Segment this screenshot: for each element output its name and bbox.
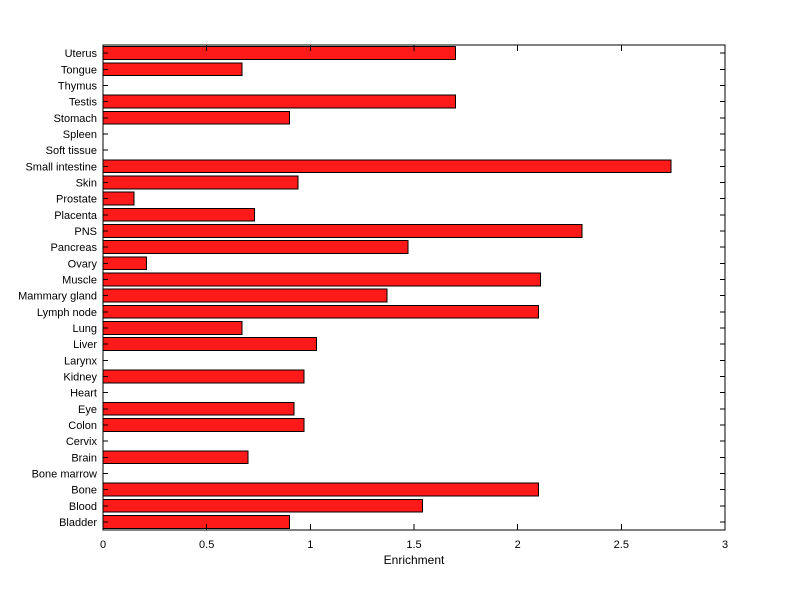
x-tick-label: 0 [100, 539, 106, 551]
y-tick-label: Bone [71, 485, 97, 497]
x-axis-title: Enrichment [384, 553, 445, 567]
bar [102, 110, 291, 125]
bar [102, 401, 295, 416]
x-tick-label: 2 [515, 539, 521, 551]
y-tick-label: Bladder [59, 517, 97, 529]
y-tick-label: Colon [68, 420, 97, 432]
bar [102, 417, 305, 432]
y-tick-label: Pancreas [51, 242, 98, 254]
bar [102, 62, 243, 77]
bar [102, 369, 305, 384]
bar [102, 304, 539, 319]
bar [102, 514, 291, 529]
bar [102, 175, 299, 190]
x-tick-label: 3 [722, 539, 728, 551]
y-tick-label: Eye [78, 404, 97, 416]
y-tick-label: Cervix [66, 436, 98, 448]
y-tick-label: Lymph node [37, 307, 97, 319]
y-tick-label: Small intestine [25, 161, 97, 173]
bar [102, 159, 672, 174]
y-tick-label: Liver [73, 339, 97, 351]
y-tick-label: Larynx [64, 355, 98, 367]
bar [102, 450, 249, 465]
bar [102, 498, 423, 513]
y-tick-label: Lung [73, 323, 97, 335]
y-tick-label: Kidney [63, 371, 97, 383]
y-tick-label: Muscle [62, 274, 97, 286]
bar [102, 482, 539, 497]
y-tick-label: Thymus [58, 80, 98, 92]
x-tick-label: 2.5 [614, 539, 629, 551]
bar [102, 320, 243, 335]
bar [102, 223, 583, 238]
y-tick-label: Uterus [65, 48, 98, 60]
bar [102, 288, 388, 303]
bar [102, 256, 148, 271]
bar [102, 207, 255, 222]
bar [102, 94, 456, 109]
bar [102, 240, 409, 255]
y-tick-label: Placenta [54, 210, 98, 222]
x-tick-label: 0.5 [199, 539, 214, 551]
y-tick-label: Soft tissue [46, 145, 97, 157]
y-tick-label: PNS [74, 226, 97, 238]
y-tick-label: Ovary [68, 258, 98, 270]
y-tick-label: Mammary gland [18, 291, 97, 303]
bar [102, 272, 541, 287]
axes-box [102, 44, 726, 531]
x-tick-label: 1 [307, 539, 313, 551]
bar [102, 46, 456, 61]
y-tick-label: Bone marrow [32, 468, 97, 480]
y-tick-label: Prostate [56, 194, 97, 206]
y-tick-label: Stomach [54, 113, 97, 125]
y-tick-label: Spleen [63, 129, 97, 141]
chart-generated-content: Uterus Tongue Thymus Testis Stomach Spleen Sof… [18, 44, 728, 551]
y-tick-label: Brain [71, 452, 97, 464]
y-tick-label: Skin [76, 177, 97, 189]
bar [102, 337, 318, 352]
x-tick-label: 1.5 [406, 539, 421, 551]
y-tick-label: Blood [69, 501, 97, 513]
y-tick-label: Heart [70, 388, 97, 400]
y-tick-label: Testis [69, 97, 98, 109]
y-tick-label: Tongue [61, 64, 97, 76]
